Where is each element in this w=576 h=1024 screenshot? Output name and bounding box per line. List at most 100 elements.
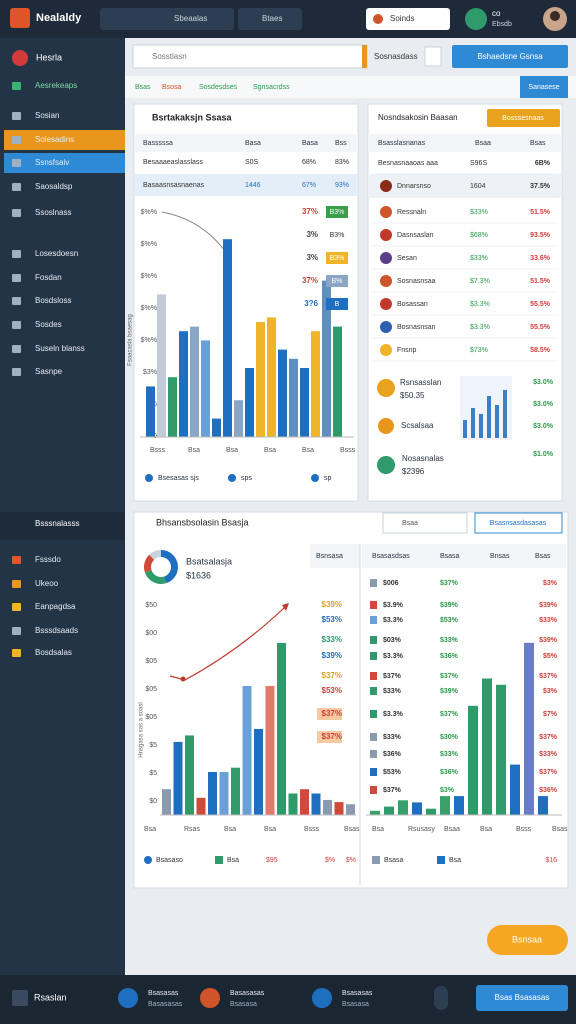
sidebar-item[interactable]: Sosdes [35,320,62,329]
search-input[interactable] [382,512,468,534]
bar [346,804,355,815]
row-marker [370,786,377,794]
bottom-item-title[interactable]: Bsasasas [342,990,373,997]
y-tick-label: $%% [141,273,157,280]
row-pct: 51.5% [530,209,551,216]
row-name: Dasnsaslan [397,232,434,239]
tab[interactable]: Sosdesdses [199,84,238,91]
row-icon [380,298,392,310]
bar [219,772,229,815]
donut-slice [161,550,179,584]
sidebar-item[interactable]: Eanpagdsa [35,602,76,611]
search-box[interactable] [100,8,234,30]
panel-button[interactable] [474,512,563,534]
bar [496,684,506,815]
table-cell: $37% [440,580,459,587]
row-pct: 55.5% [530,301,551,308]
sidebar-header[interactable]: Hesrla [36,52,62,62]
x-tick-label: Bsa [226,447,238,454]
table-cell: $3.9% [383,602,404,609]
sidebar-item[interactable]: Suseln blanss [35,344,85,353]
panel-button[interactable] [487,109,560,127]
bottom-button[interactable] [476,985,568,1011]
sidebar-icon [12,136,21,144]
legend-icon [145,474,153,482]
x-tick-label: Bsa [372,826,384,833]
bar [300,368,309,437]
bottom-item-title[interactable]: Bsasasas [148,990,179,997]
bottom-title[interactable]: Rsaslan [34,992,67,1002]
bar [538,796,548,815]
bar [190,326,199,437]
row-pct: 58.5% [530,347,551,354]
bar [179,331,188,437]
bottom-icon [12,990,28,1006]
tag-text: 3% [306,230,318,239]
sidebar-item[interactable]: Soiesadins [35,135,74,144]
tab[interactable]: Bsas [135,84,151,91]
panel-title: Nosndsakosin Baasan [378,113,458,122]
row-icon [380,275,392,287]
item-icon [377,456,395,474]
sidebar-item[interactable]: Bosdsalas [35,648,72,657]
tab[interactable]: Sgnsacrdss [253,84,290,91]
bottom-item-icon [312,988,332,1008]
card-name: Rsnsasslan [400,378,441,387]
badge [465,8,487,30]
fab[interactable] [487,925,568,955]
legend-icon [372,856,380,864]
legend-icon [228,474,236,482]
sidebar-item[interactable]: Ssnsfsaiv [35,158,69,167]
sidebar-item[interactable]: Sasnpe [35,367,63,376]
bar [173,741,183,815]
mini-bar [471,408,475,438]
tab-button[interactable] [520,76,568,98]
row-value: 1604 [470,183,486,190]
row-pct: 55.5% [530,324,551,331]
bottom-item-title[interactable]: Basasasas [230,990,265,997]
table-cell: $39% [539,637,558,644]
sidebar-item[interactable]: Losesdoesn [35,249,78,258]
sidebar-item[interactable]: Sosian [35,111,59,120]
tab[interactable]: Bsosa [162,84,182,91]
row-value: $68% [470,232,488,239]
sidebar-item[interactable]: Aesrekeaps [35,81,77,90]
panel-title: Bhsansbsolasin Bsasja [156,517,249,527]
trend-line [169,606,286,681]
card-tag: $3.0% [533,401,554,408]
sidebar-icon [12,627,21,635]
sidebar-item[interactable]: Bosdsloss [35,296,71,305]
table-header: Basssssa [143,140,173,147]
row-pct: 33.6% [530,255,551,262]
row-name: Besnasnaaoas aaa [378,160,438,167]
table-header: Bnsas [490,553,510,560]
active-item [4,130,125,150]
bar [208,772,217,815]
mini-bar [463,420,467,438]
table-cell: $33% [539,751,558,758]
row-value: S96S [470,160,487,167]
table-cell: $37% [440,673,459,680]
top-button[interactable] [238,8,302,30]
donut-slice [144,570,167,585]
table-header: Bsaa [475,140,491,147]
row-value: $33% [470,255,488,262]
sidebar-section[interactable]: Bsssnalasss [35,519,79,528]
sidebar-item[interactable]: Saosaldsp [35,182,73,191]
toolbar-button[interactable] [452,45,568,68]
logo [10,8,30,28]
sidebar-item[interactable]: Fosdan [35,273,62,282]
table-cell: $33% [539,617,558,624]
select[interactable] [366,8,450,30]
sidebar-icon [12,297,21,305]
dropdown[interactable] [424,46,442,67]
sidebar-item[interactable]: Ssoslnass [35,208,71,217]
sidebar-item[interactable]: Ukeoo [35,579,59,588]
row-marker [370,710,377,718]
sidebar-item[interactable]: Fsssdo [35,555,61,564]
sidebar-item[interactable]: Bsssdsaads [35,626,78,635]
table-cell: Besaaaeaslasslass [143,159,203,166]
card-icon [377,379,395,397]
legend-entry: $16 [545,857,557,864]
button-text: Btaes [262,14,282,23]
